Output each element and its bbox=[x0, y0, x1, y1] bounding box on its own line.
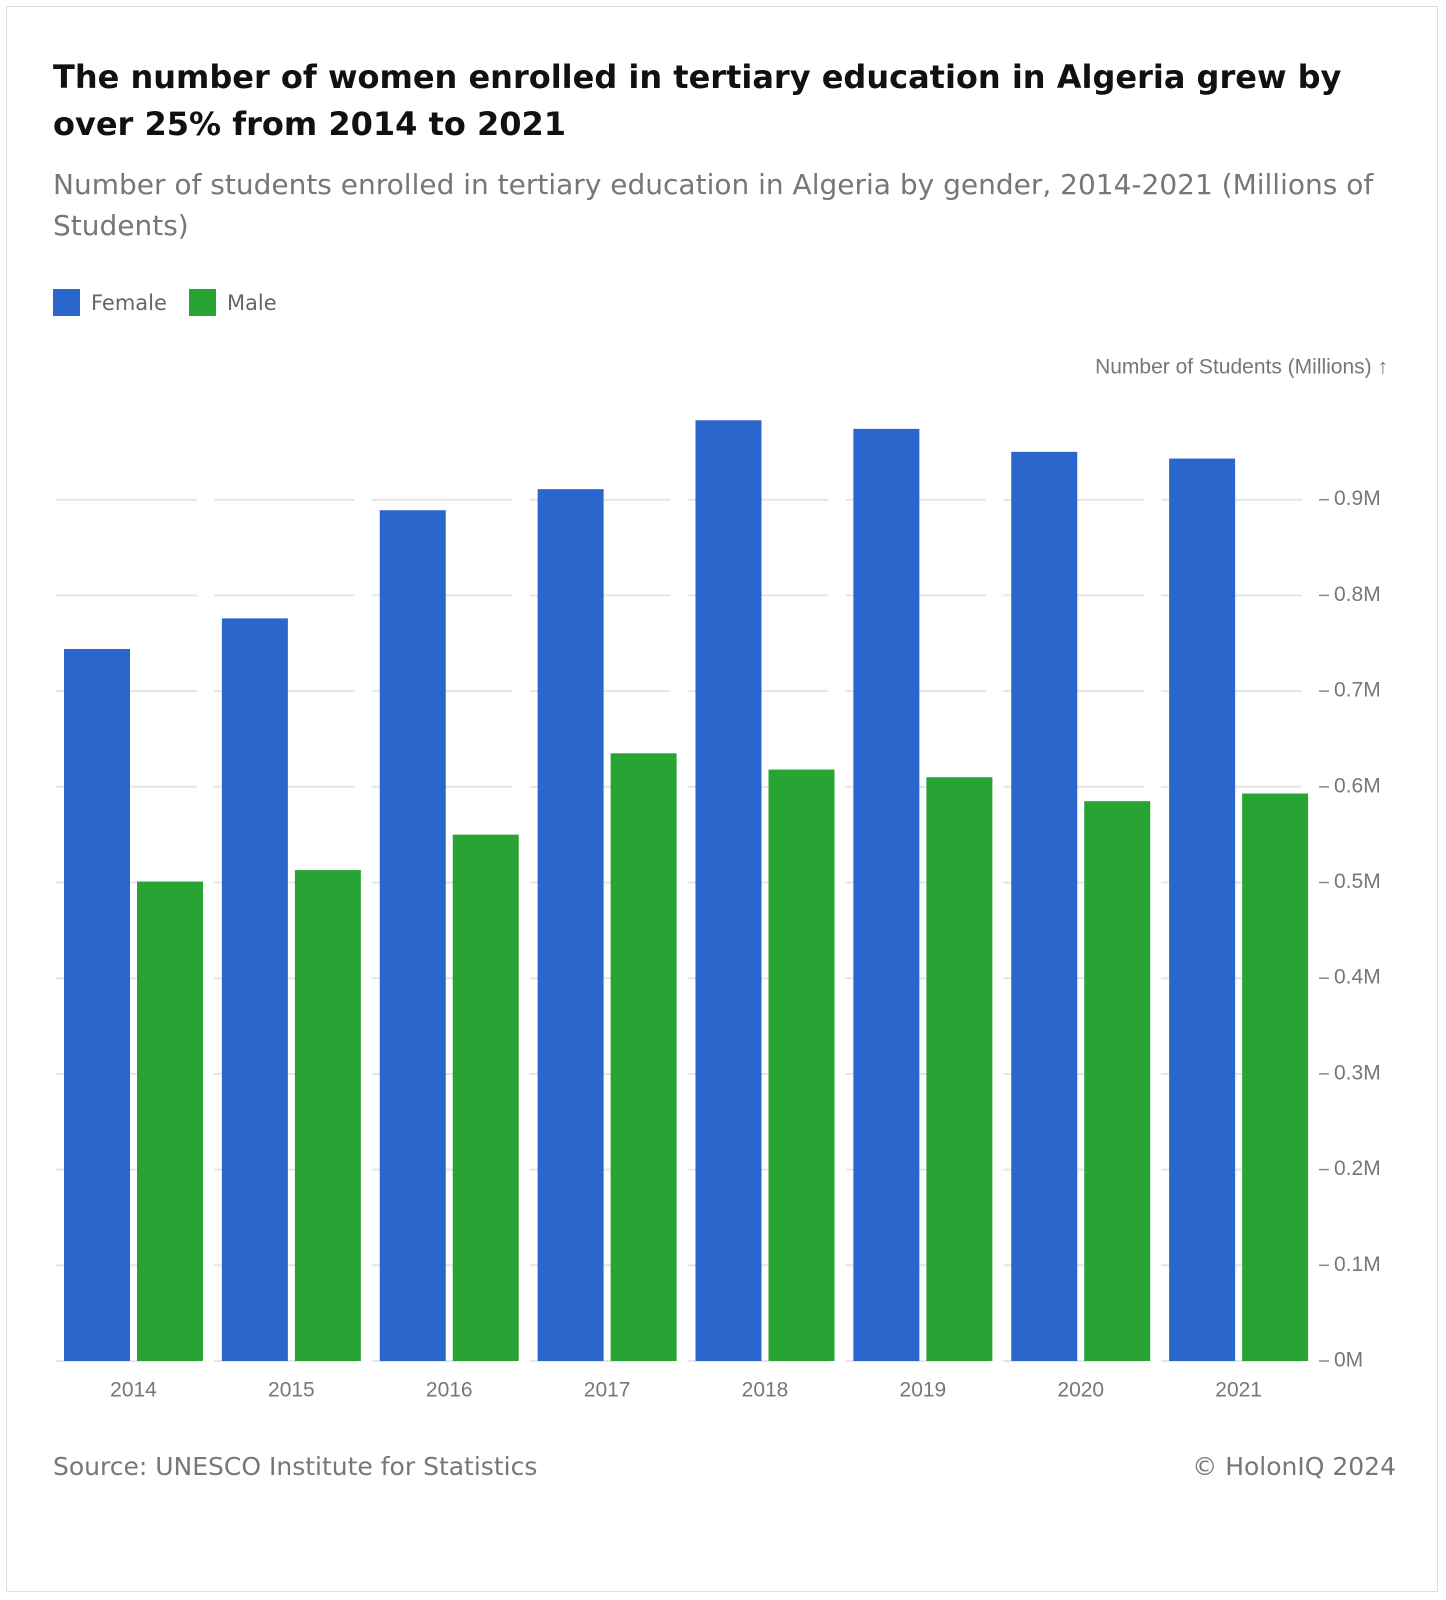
legend-item: Male bbox=[188, 289, 277, 316]
legend-label: Male bbox=[226, 290, 277, 315]
x-tick-label: 2016 bbox=[426, 1379, 473, 1402]
y-tick-label: 0.2M bbox=[1334, 1157, 1381, 1180]
y-tick-label: 0.7M bbox=[1334, 679, 1381, 702]
y-tick-label: 0.4M bbox=[1334, 966, 1381, 989]
bar bbox=[294, 870, 361, 1361]
y-tick-label: 0.9M bbox=[1334, 487, 1381, 510]
chart-subtitle: Number of students enrolled in tertiary … bbox=[53, 168, 1374, 242]
legend-swatch bbox=[188, 289, 216, 316]
card bbox=[6, 6, 1438, 1592]
source: Source: UNESCO Institute for Statistics bbox=[53, 1452, 538, 1481]
bar bbox=[1084, 801, 1151, 1361]
y-tick-label: 0M bbox=[1334, 1349, 1363, 1372]
legend-label: Female bbox=[91, 290, 167, 315]
x-tick-label: 2021 bbox=[1215, 1379, 1262, 1402]
x-tick-label: 2014 bbox=[110, 1379, 157, 1402]
bar bbox=[768, 769, 835, 1361]
bar bbox=[853, 428, 920, 1362]
y-tick-label: 0.5M bbox=[1334, 870, 1381, 893]
y-axis-label: Number of Students (Millions) ↑ bbox=[1095, 356, 1388, 379]
bar bbox=[926, 777, 993, 1361]
y-tick-label: 0.8M bbox=[1334, 583, 1381, 606]
bar bbox=[1011, 451, 1078, 1362]
bar bbox=[221, 618, 288, 1361]
x-tick-label: 2017 bbox=[584, 1379, 631, 1402]
bar bbox=[610, 753, 677, 1361]
bar bbox=[537, 489, 604, 1362]
bar bbox=[137, 881, 203, 1361]
y-tick-label: 0.3M bbox=[1334, 1061, 1381, 1084]
legend: Female Male bbox=[53, 289, 277, 316]
legend-swatch bbox=[53, 289, 80, 316]
legend-item: Female bbox=[53, 289, 167, 316]
copyright: © HolonIQ 2024 bbox=[1192, 1452, 1396, 1481]
chart-title: The number of women enrolled in tertiary… bbox=[53, 58, 1342, 143]
y-tick-label: 0.6M bbox=[1334, 774, 1381, 797]
bar bbox=[1169, 458, 1236, 1361]
y-tick-label: 0.1M bbox=[1334, 1253, 1381, 1276]
bar bbox=[695, 420, 762, 1361]
x-tick-label: 2018 bbox=[742, 1379, 789, 1402]
bar bbox=[1242, 793, 1309, 1361]
x-tick-label: 2015 bbox=[268, 1379, 315, 1402]
bar bbox=[452, 834, 519, 1361]
x-tick-label: 2019 bbox=[900, 1379, 947, 1402]
x-tick-label: 2020 bbox=[1057, 1379, 1104, 1402]
bar bbox=[379, 510, 446, 1361]
bar bbox=[64, 648, 130, 1361]
